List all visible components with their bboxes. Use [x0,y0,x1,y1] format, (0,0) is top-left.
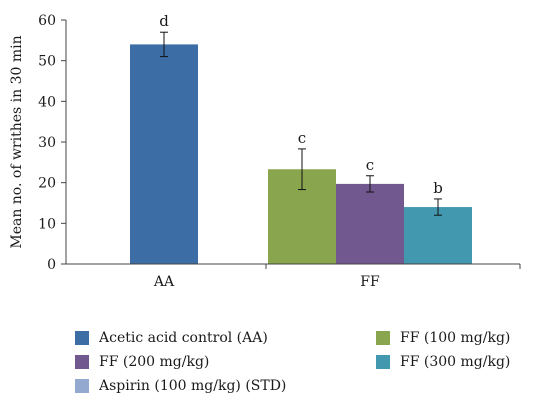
y-tick-label-4: 40 [38,94,56,110]
legend-swatch-aa [75,331,89,345]
legend-swatch-ff300 [376,355,390,369]
legend-item-ff300: FF (300 mg/kg) [376,354,510,370]
bar-3 [404,207,472,264]
bar-0 [130,44,198,265]
legend-label-ff100: FF (100 mg/kg) [400,330,511,346]
legend-item-aa: Acetic acid control (AA) [75,330,268,346]
legend-label-aa: Acetic acid control (AA) [99,330,268,346]
sig-label-2: c [366,156,374,174]
legend-label-ff300: FF (300 mg/kg) [400,354,511,370]
bar-2 [336,183,404,264]
y-tick-label-2: 20 [38,176,56,192]
legend-item-aspirin: Aspirin (100 mg/kg) (STD) [75,378,286,394]
y-axis: 0 10 20 30 40 50 60 [38,13,67,273]
y-axis-label: Mean no. of writhes in 30 min [9,35,25,248]
sig-label-1: c [298,129,306,147]
y-tick-label-6: 60 [38,13,56,29]
sig-label-3: b [433,179,443,197]
bars: d c c b [130,12,472,265]
x-tick-label-0: AA [153,274,175,290]
legend-swatch-ff100 [376,331,390,345]
y-tick-label-0: 0 [47,257,56,273]
legend-label-aspirin: Aspirin (100 mg/kg) (STD) [99,378,287,394]
bar-chart: 0 10 20 30 40 50 60 d c c b AA FF Mean no. of writ… [9,12,521,290]
legend-label-ff200: FF (200 mg/kg) [99,354,210,370]
x-tick-label-1: FF [360,274,380,290]
x-axis: AA FF [66,263,521,290]
legend-item-ff200: FF (200 mg/kg) [75,354,209,370]
y-tick-label-1: 10 [38,216,56,232]
sig-label-0: d [159,12,169,30]
y-tick-label-3: 30 [38,135,56,151]
legend-item-ff100: FF (100 mg/kg) [376,330,510,346]
legend-swatch-ff200 [75,355,89,369]
legend-swatch-aspirin [75,379,89,393]
y-tick-label-5: 50 [38,54,56,70]
